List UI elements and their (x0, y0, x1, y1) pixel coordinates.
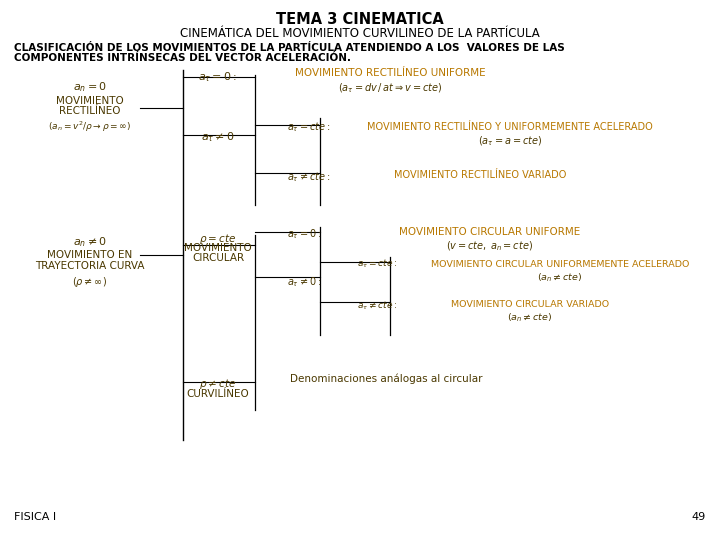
Text: $\rho \neq cte$: $\rho \neq cte$ (199, 377, 236, 391)
Text: MOVIMIENTO RECTILÍNEO Y UNIFORMEMENTE ACELERADO: MOVIMIENTO RECTILÍNEO Y UNIFORMEMENTE AC… (367, 122, 653, 132)
Text: MOVIMIENTO: MOVIMIENTO (184, 243, 252, 253)
Text: CLASIFICACIÓN DE LOS MOVIMIENTOS DE LA PARTÍCULA ATENDIENDO A LOS  VALORES DE LA: CLASIFICACIÓN DE LOS MOVIMIENTOS DE LA P… (14, 43, 564, 53)
Text: MOVIMIENTO EN: MOVIMIENTO EN (48, 250, 132, 260)
Text: $(a_n \neq cte)$: $(a_n \neq cte)$ (537, 272, 582, 285)
Text: TRAYECTORIA CURVA: TRAYECTORIA CURVA (35, 261, 145, 271)
Text: $(v = cte,\; a_n = cte)$: $(v = cte,\; a_n = cte)$ (446, 239, 534, 253)
Text: $(a_n=v^2/\rho \rightarrow \rho=\infty)$: $(a_n=v^2/\rho \rightarrow \rho=\infty)$ (48, 120, 132, 134)
Text: TEMA 3 CINEMATICA: TEMA 3 CINEMATICA (276, 12, 444, 27)
Text: RECTILÍNEO: RECTILÍNEO (59, 106, 121, 116)
Text: $a_\tau = cte:$: $a_\tau = cte:$ (357, 258, 397, 271)
Text: MOVIMIENTO CIRCULAR UNIFORMEMENTE ACELERADO: MOVIMIENTO CIRCULAR UNIFORMEMENTE ACELER… (431, 260, 689, 269)
Text: MOVIMIENTO RECTILÍNEO VARIADO: MOVIMIENTO RECTILÍNEO VARIADO (394, 170, 566, 180)
Text: CINEMÁTICA DEL MOVIMIENTO CURVILINEO DE LA PARTÍCULA: CINEMÁTICA DEL MOVIMIENTO CURVILINEO DE … (180, 27, 540, 40)
Text: FISICA I: FISICA I (14, 512, 56, 522)
Text: $a_\tau = cte:$: $a_\tau = cte:$ (287, 120, 330, 134)
Text: $\rho = cte$: $\rho = cte$ (199, 232, 236, 246)
Text: MOVIMIENTO CIRCULAR UNIFORME: MOVIMIENTO CIRCULAR UNIFORME (400, 227, 580, 237)
Text: $(\rho \neq \infty)$: $(\rho \neq \infty)$ (73, 275, 107, 289)
Text: $(a_\tau = dv\,/\,at \Rightarrow v = cte)$: $(a_\tau = dv\,/\,at \Rightarrow v = cte… (338, 81, 442, 94)
Text: $a_\tau \neq cte:$: $a_\tau \neq cte:$ (357, 300, 397, 313)
Text: $a_n = 0$: $a_n = 0$ (73, 80, 107, 94)
Text: $(a_n \neq cte)$: $(a_n \neq cte)$ (508, 312, 553, 325)
Text: $(a_\tau = a = cte)$: $(a_\tau = a = cte)$ (478, 134, 542, 147)
Text: $a_\tau = 0:$: $a_\tau = 0:$ (199, 70, 238, 84)
Text: $a_\tau = 0:$: $a_\tau = 0:$ (287, 227, 322, 241)
Text: COMPONENTES INTRÍNSECAS DEL VECTOR ACELERACIÓN.: COMPONENTES INTRÍNSECAS DEL VECTOR ACELE… (14, 53, 351, 63)
Text: $a_\tau \neq 0:$: $a_\tau \neq 0:$ (287, 275, 322, 289)
Text: MOVIMIENTO RECTILÍNEO UNIFORME: MOVIMIENTO RECTILÍNEO UNIFORME (294, 68, 485, 78)
Text: MOVIMIENTO: MOVIMIENTO (56, 96, 124, 106)
Text: $a_\tau \neq cte:$: $a_\tau \neq cte:$ (287, 170, 330, 184)
Text: CIRCULAR: CIRCULAR (192, 253, 244, 263)
Text: 49: 49 (692, 512, 706, 522)
Text: CURVILÍNEO: CURVILÍNEO (186, 389, 249, 399)
Text: Denominaciones análogas al circular: Denominaciones análogas al circular (290, 374, 482, 384)
Text: $a_\tau \neq 0$: $a_\tau \neq 0$ (201, 130, 235, 144)
Text: MOVIMIENTO CIRCULAR VARIADO: MOVIMIENTO CIRCULAR VARIADO (451, 300, 609, 309)
Text: $a_n \neq 0$: $a_n \neq 0$ (73, 235, 107, 249)
